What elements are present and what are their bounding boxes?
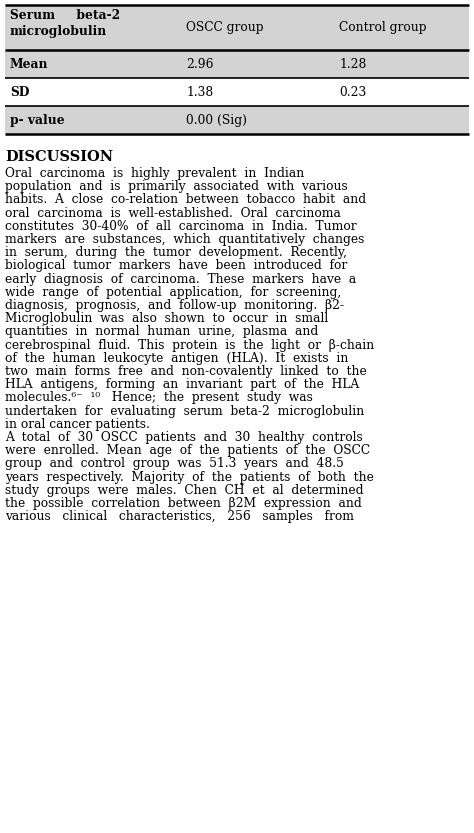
- Text: years  respectively.  Majority  of  the  patients  of  both  the: years respectively. Majority of the pati…: [5, 471, 374, 484]
- Text: of  the  human  leukocyte  antigen  (HLA).  It  exists  in: of the human leukocyte antigen (HLA). It…: [5, 352, 348, 365]
- Text: study  groups  were  males.  Chen  CH  et  al  determined: study groups were males. Chen CH et al d…: [5, 484, 364, 496]
- Text: Microglobulin  was  also  shown  to  occur  in  small: Microglobulin was also shown to occur in…: [5, 312, 328, 325]
- Text: cerebrospinal  fluid.  This  protein  is  the  light  or  β-chain: cerebrospinal fluid. This protein is the…: [5, 338, 374, 352]
- Text: two  main  forms  free  and  non-covalently  linked  to  the: two main forms free and non-covalently l…: [5, 365, 367, 378]
- Text: DISCUSSION: DISCUSSION: [5, 150, 113, 164]
- Text: group  and  control  group  was  51.3  years  and  48.5: group and control group was 51.3 years a…: [5, 457, 344, 471]
- Text: diagnosis,  prognosis,  and  follow-up  monitoring.  β2-: diagnosis, prognosis, and follow-up moni…: [5, 299, 344, 312]
- Bar: [5, 5, 469, 50]
- Text: Oral  carcinoma  is  highly  prevalent  in  Indian: Oral carcinoma is highly prevalent in In…: [5, 167, 304, 180]
- Text: SD: SD: [10, 86, 29, 98]
- Text: undertaken  for  evaluating  serum  beta-2  microglobulin: undertaken for evaluating serum beta-2 m…: [5, 405, 364, 417]
- Text: 0.00 (Sig): 0.00 (Sig): [186, 113, 247, 127]
- Text: HLA  antigens,  forming  an  invariant  part  of  the  HLA: HLA antigens, forming an invariant part …: [5, 378, 359, 392]
- Text: wide  range  of  potential  application,  for  screening,: wide range of potential application, for…: [5, 286, 341, 299]
- Text: habits.  A  close  co-relation  between  tobacco  habit  and: habits. A close co-relation between toba…: [5, 193, 366, 207]
- Text: 1.28: 1.28: [339, 57, 367, 71]
- Text: in oral cancer patients.: in oral cancer patients.: [5, 418, 150, 431]
- Text: A  total  of  30  OSCC  patients  and  30  healthy  controls: A total of 30 OSCC patients and 30 healt…: [5, 431, 363, 444]
- Bar: [5, 106, 469, 134]
- Text: Serum     beta-2
microglobulin: Serum beta-2 microglobulin: [10, 9, 120, 38]
- Text: constitutes  30-40%  of  all  carcinoma  in  India.  Tumor: constitutes 30-40% of all carcinoma in I…: [5, 220, 356, 232]
- Text: p- value: p- value: [10, 113, 64, 127]
- Text: 1.38: 1.38: [186, 86, 214, 98]
- Text: in  serum,  during  the  tumor  development.  Recently,: in serum, during the tumor development. …: [5, 247, 347, 259]
- Text: early  diagnosis  of  carcinoma.  These  markers  have  a: early diagnosis of carcinoma. These mark…: [5, 272, 356, 286]
- Text: biological  tumor  markers  have  been  introduced  for: biological tumor markers have been intro…: [5, 259, 347, 272]
- Text: markers  are  substances,  which  quantitatively  changes: markers are substances, which quantitati…: [5, 233, 365, 246]
- Text: Control group: Control group: [339, 21, 427, 34]
- Text: quantities  in  normal  human  urine,  plasma  and: quantities in normal human urine, plasma…: [5, 326, 318, 338]
- Text: molecules.⁶⁻  ¹⁰   Hence;  the  present  study  was: molecules.⁶⁻ ¹⁰ Hence; the present study…: [5, 392, 313, 404]
- Bar: [5, 50, 469, 78]
- Text: Mean: Mean: [10, 57, 48, 71]
- Text: oral  carcinoma  is  well-established.  Oral  carcinoma: oral carcinoma is well-established. Oral…: [5, 207, 341, 220]
- Text: the  possible  correlation  between  β2M  expression  and: the possible correlation between β2M exp…: [5, 497, 362, 510]
- Bar: [5, 78, 469, 106]
- Text: 0.23: 0.23: [339, 86, 367, 98]
- Text: OSCC group: OSCC group: [186, 21, 264, 34]
- Text: 2.96: 2.96: [186, 57, 214, 71]
- Text: population  and  is  primarily  associated  with  various: population and is primarily associated w…: [5, 180, 348, 193]
- Text: various   clinical   characteristics,   256   samples   from: various clinical characteristics, 256 sa…: [5, 510, 354, 523]
- Text: were  enrolled.  Mean  age  of  the  patients  of  the  OSCC: were enrolled. Mean age of the patients …: [5, 444, 370, 457]
